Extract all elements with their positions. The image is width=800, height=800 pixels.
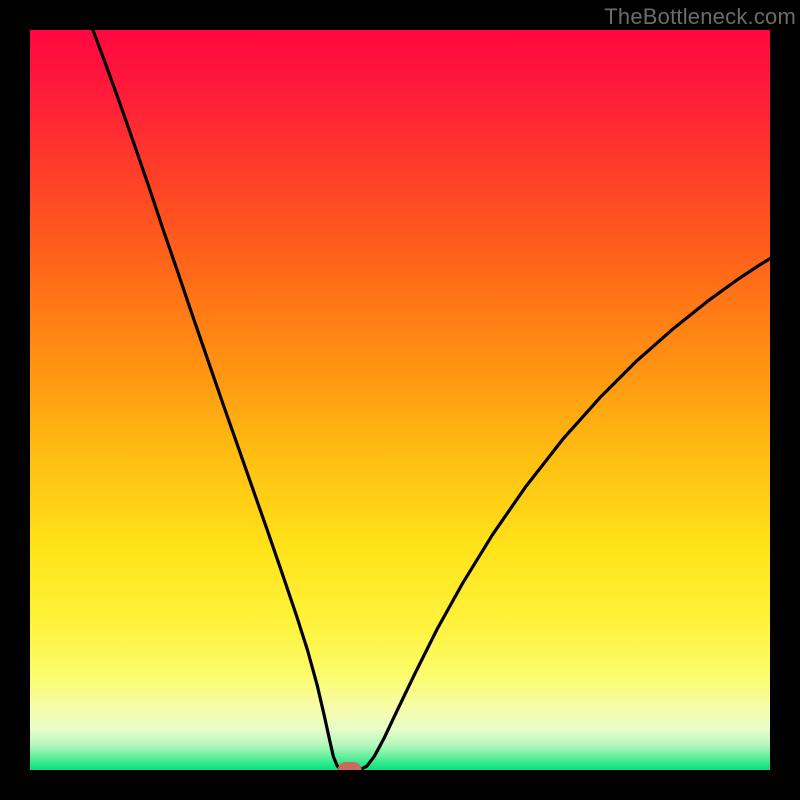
watermark-text: TheBottleneck.com bbox=[604, 4, 796, 30]
gradient-background bbox=[30, 30, 770, 770]
plot-svg bbox=[30, 30, 770, 770]
plot-area bbox=[30, 30, 770, 770]
